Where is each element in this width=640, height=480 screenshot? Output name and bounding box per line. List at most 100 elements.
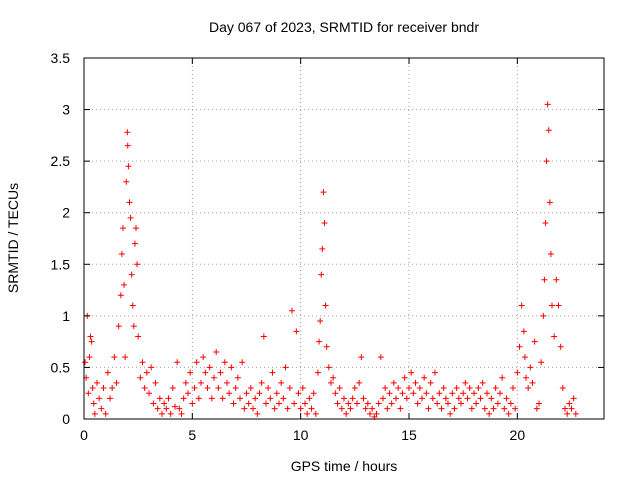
data-point	[102, 410, 109, 417]
data-point	[202, 369, 209, 376]
data-point	[154, 405, 161, 412]
y-tick-label: 0.5	[51, 359, 71, 375]
data-point	[165, 395, 172, 402]
data-point	[88, 338, 95, 345]
data-point	[473, 400, 480, 407]
data-point	[416, 385, 423, 392]
data-point	[332, 390, 339, 397]
data-point	[306, 395, 313, 402]
data-point	[568, 405, 575, 412]
data-point	[100, 385, 107, 392]
data-point	[367, 410, 373, 417]
data-point	[375, 400, 382, 407]
data-point	[338, 405, 345, 412]
data-point	[512, 405, 519, 412]
data-point	[551, 333, 558, 340]
data-point	[204, 385, 211, 392]
data-point	[553, 276, 560, 283]
data-point	[525, 385, 532, 392]
data-point	[189, 400, 196, 407]
data-point	[85, 390, 92, 397]
data-point	[490, 405, 497, 412]
data-point	[141, 385, 148, 392]
data-point	[386, 390, 393, 397]
data-point	[94, 379, 100, 386]
data-point	[440, 385, 447, 392]
data-point	[150, 400, 157, 407]
data-point	[245, 400, 252, 407]
data-point	[320, 189, 327, 196]
data-point	[178, 410, 185, 417]
data-point	[187, 369, 194, 376]
data-point	[219, 395, 226, 402]
data-point	[468, 405, 475, 412]
data-point	[122, 354, 129, 361]
data-point	[124, 142, 131, 149]
data-point	[356, 379, 363, 386]
data-point	[299, 385, 306, 392]
data-point	[252, 395, 259, 402]
data-point	[533, 405, 540, 412]
data-point	[328, 379, 334, 386]
data-point	[555, 302, 562, 309]
data-point	[117, 292, 124, 299]
data-point	[510, 385, 516, 392]
data-point	[384, 405, 391, 412]
data-point	[434, 400, 441, 407]
data-point	[125, 163, 132, 170]
data-point	[289, 307, 295, 314]
data-point	[505, 410, 512, 417]
data-point	[282, 364, 289, 371]
y-tick-label: 2	[62, 205, 70, 221]
data-point	[211, 374, 217, 381]
data-point	[341, 395, 347, 402]
data-point	[449, 390, 456, 397]
x-tick-label: 5	[188, 427, 196, 443]
data-point	[408, 369, 415, 376]
data-point	[124, 129, 131, 136]
data-point	[507, 400, 514, 407]
data-point	[273, 390, 280, 397]
data-point	[458, 400, 464, 407]
data-point	[497, 390, 503, 397]
data-point	[224, 379, 230, 386]
data-point	[499, 374, 506, 381]
data-point	[276, 400, 282, 407]
data-point	[104, 369, 111, 376]
data-point	[364, 400, 371, 407]
data-point	[195, 395, 202, 402]
data-point	[198, 379, 204, 386]
data-point	[542, 220, 549, 227]
data-point	[82, 359, 89, 366]
data-point	[213, 348, 220, 355]
data-point	[86, 354, 93, 361]
data-point	[159, 410, 165, 417]
data-point	[347, 405, 354, 412]
data-point	[226, 390, 233, 397]
data-point	[345, 400, 352, 407]
data-point	[358, 354, 365, 361]
data-point	[393, 395, 399, 402]
data-point	[137, 374, 144, 381]
data-point	[131, 240, 138, 247]
data-point	[564, 410, 571, 417]
data-point	[455, 395, 462, 402]
data-point	[191, 385, 198, 392]
y-tick-label: 3	[62, 102, 70, 118]
data-point	[477, 395, 484, 402]
data-point	[167, 410, 174, 417]
data-point	[557, 343, 564, 350]
data-point	[109, 385, 116, 392]
data-point	[494, 400, 501, 407]
data-point	[143, 369, 150, 376]
data-point	[254, 410, 261, 417]
data-point	[351, 385, 358, 392]
data-point	[323, 343, 330, 350]
data-point	[566, 400, 573, 407]
x-tick-labels: 0 5 10 15 20	[80, 427, 525, 443]
data-point	[120, 225, 126, 232]
data-point	[241, 405, 248, 412]
data-point	[127, 214, 134, 221]
data-point	[399, 390, 406, 397]
data-point	[304, 410, 311, 417]
